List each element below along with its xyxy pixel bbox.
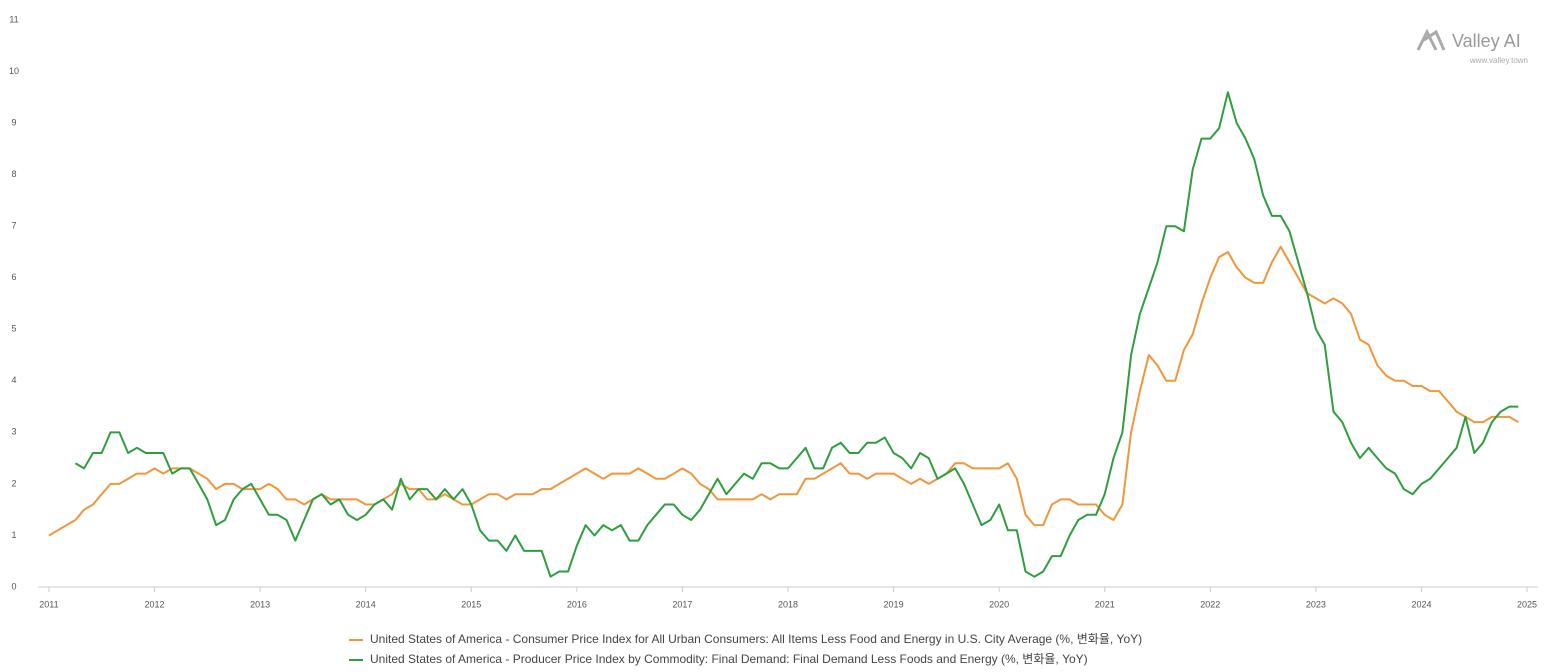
x-tick-label: 2019 [884,599,904,609]
series-line [48,245,1519,537]
x-tick-label: 2020 [989,599,1009,609]
y-tick-label: 5 [11,324,16,334]
watermark: Valley AI www.valley.town [1416,28,1528,65]
legend-item[interactable]: United States of America - Consumer Pric… [349,632,1142,646]
y-tick-label: 4 [11,375,16,385]
y-tick-label: 7 [11,221,16,231]
x-tick-label: 2025 [1517,599,1537,609]
x-tick-label: 2018 [778,599,798,609]
x-tick-label: 2011 [39,599,58,609]
watermark-title: Valley AI [1452,31,1521,51]
legend-label: United States of America - Producer Pric… [370,652,1088,666]
watermark-url: www.valley.town [1469,56,1528,65]
y-tick-label: 1 [11,530,16,540]
y-tick-label: 10 [9,66,19,76]
x-tick-label: 2023 [1306,599,1326,609]
x-tick-label: 2014 [356,599,376,609]
legend-item[interactable]: United States of America - Producer Pric… [349,652,1088,666]
y-tick-label: 8 [11,169,16,179]
y-tick-label: 3 [11,427,16,437]
y-tick-label: 2 [11,478,16,488]
y-tick-label: 9 [11,117,16,127]
x-tick-label: 2024 [1411,599,1431,609]
legend-label: United States of America - Consumer Pric… [370,632,1142,646]
series-line [74,91,1519,578]
y-tick-label: 11 [9,14,18,24]
x-tick-label: 2021 [1095,599,1115,609]
watermark-logo [1416,28,1446,51]
x-tick-label: 2016 [567,599,587,609]
x-tick-label: 2013 [250,599,270,609]
x-tick-label: 2017 [672,599,692,609]
y-tick-label: 0 [11,581,16,591]
x-tick-label: 2015 [461,599,481,609]
y-tick-label: 6 [11,272,16,282]
x-tick-label: 2022 [1200,599,1220,609]
x-tick-label: 2012 [145,599,165,609]
